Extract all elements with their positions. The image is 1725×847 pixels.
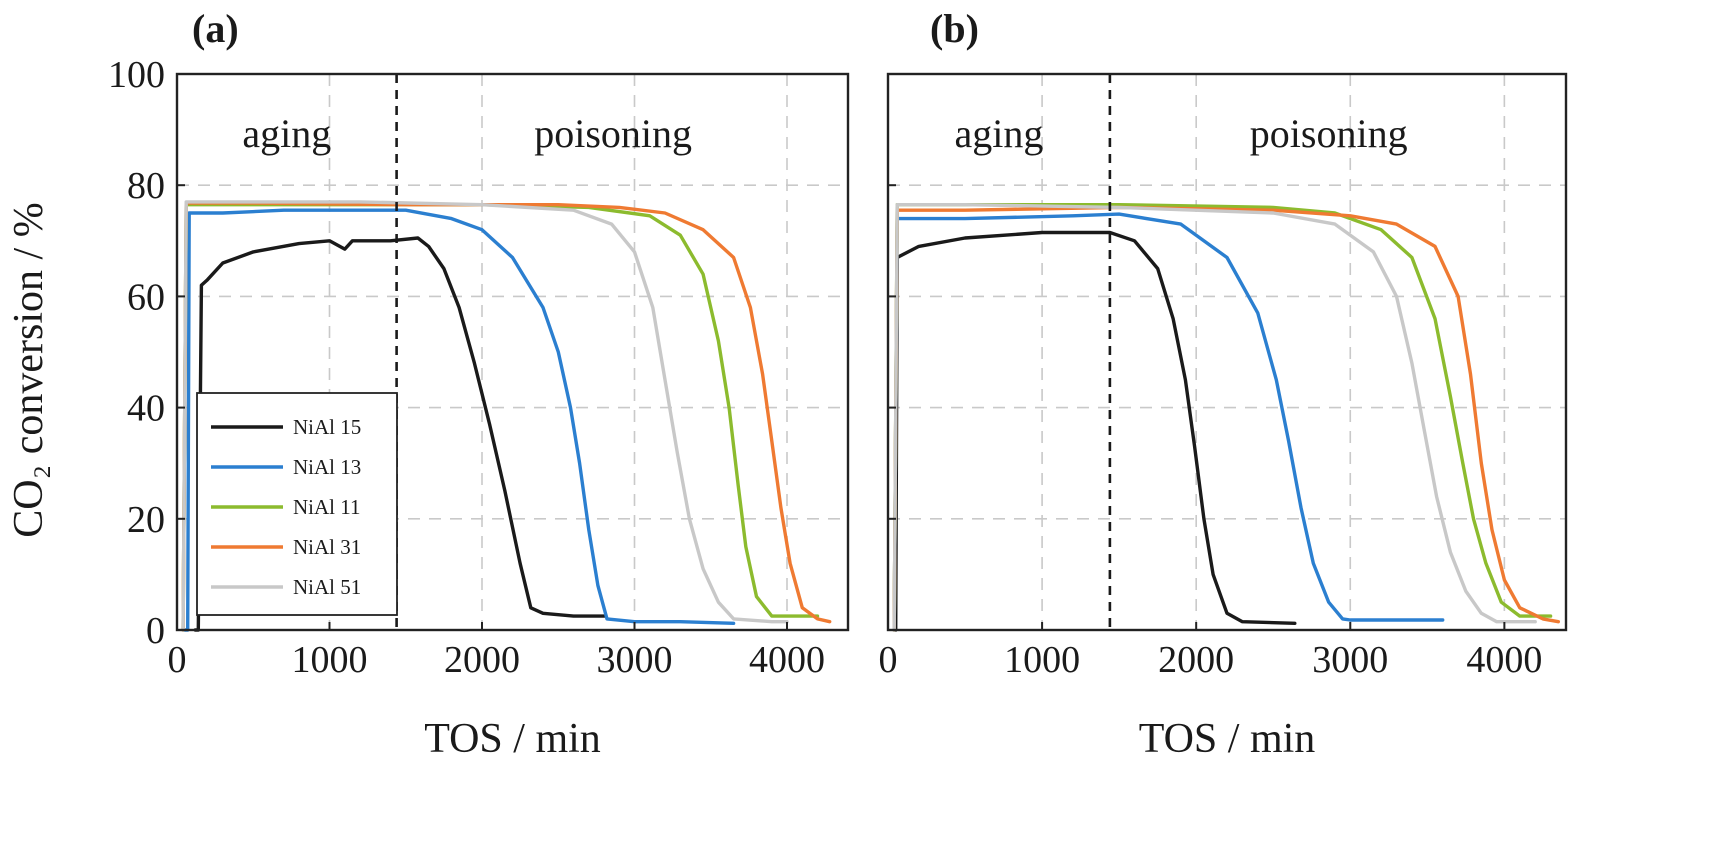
x-tick-label: 3000: [1312, 639, 1388, 681]
x-tick-label: 2000: [1158, 639, 1234, 681]
x-axis-title: TOS / min: [1139, 716, 1316, 762]
panel-label-b: (b): [930, 6, 979, 51]
x-axis-title: TOS / min: [424, 716, 601, 762]
y-axis-title: CO₂ conversion / %: [6, 202, 52, 537]
chart-panel-b: 0 1000 2000 3000 4000 aging poisoning (b) TOS / …: [879, 6, 1568, 762]
series-line-nial-31: [892, 205, 1560, 632]
region-label-aging: aging: [955, 111, 1044, 156]
legend-box: [196, 392, 398, 616]
series-line-nial-15: [894, 230, 1297, 632]
legend-label: NiAl 31: [293, 535, 361, 559]
y-tick-label: 60: [127, 276, 165, 318]
series-line-nial-51: [892, 203, 1537, 632]
series-line-nial-31: [181, 201, 832, 632]
chart-panel-a: 0 1000 2000 3000 4000 0 20 40 60 80 100 aging poison…: [108, 6, 850, 762]
y-tick-label: 0: [146, 610, 165, 652]
x-tick-label: 4000: [1466, 639, 1542, 681]
region-label-poisoning: poisoning: [1250, 111, 1408, 156]
region-label-poisoning: poisoning: [534, 111, 692, 156]
y-tick-label: 40: [127, 388, 165, 430]
x-tick-label: 4000: [749, 639, 825, 681]
legend-label: NiAl 13: [293, 455, 361, 479]
legend-label: NiAl 15: [293, 415, 361, 439]
series-line-nial-13: [892, 212, 1445, 632]
x-tick-label: 1000: [292, 639, 368, 681]
plot-frame: [175, 72, 850, 632]
region-label-aging: aging: [242, 111, 331, 156]
legend-label: NiAl 11: [293, 495, 360, 519]
series-line-nial-51: [181, 200, 789, 632]
legend-label: NiAl 51: [293, 575, 361, 599]
panel-label-a: (a): [192, 6, 239, 51]
y-tick-label: 100: [108, 54, 165, 96]
x-tick-label: 2000: [444, 639, 520, 681]
x-tick-label: 1000: [1004, 639, 1080, 681]
x-tick-label: 0: [168, 639, 187, 681]
series-line-nial-13: [182, 208, 736, 632]
x-tick-label: 0: [879, 639, 898, 681]
series-line-nial-15: [193, 236, 606, 632]
legend: NiAl 15 NiAl 13 NiAl 11 NiAl 31 NiAl 51: [196, 392, 398, 616]
y-tick-label: 80: [127, 165, 165, 207]
x-tick-label: 3000: [597, 639, 673, 681]
plot-frame: [886, 72, 1568, 632]
y-tick-label: 20: [127, 499, 165, 541]
